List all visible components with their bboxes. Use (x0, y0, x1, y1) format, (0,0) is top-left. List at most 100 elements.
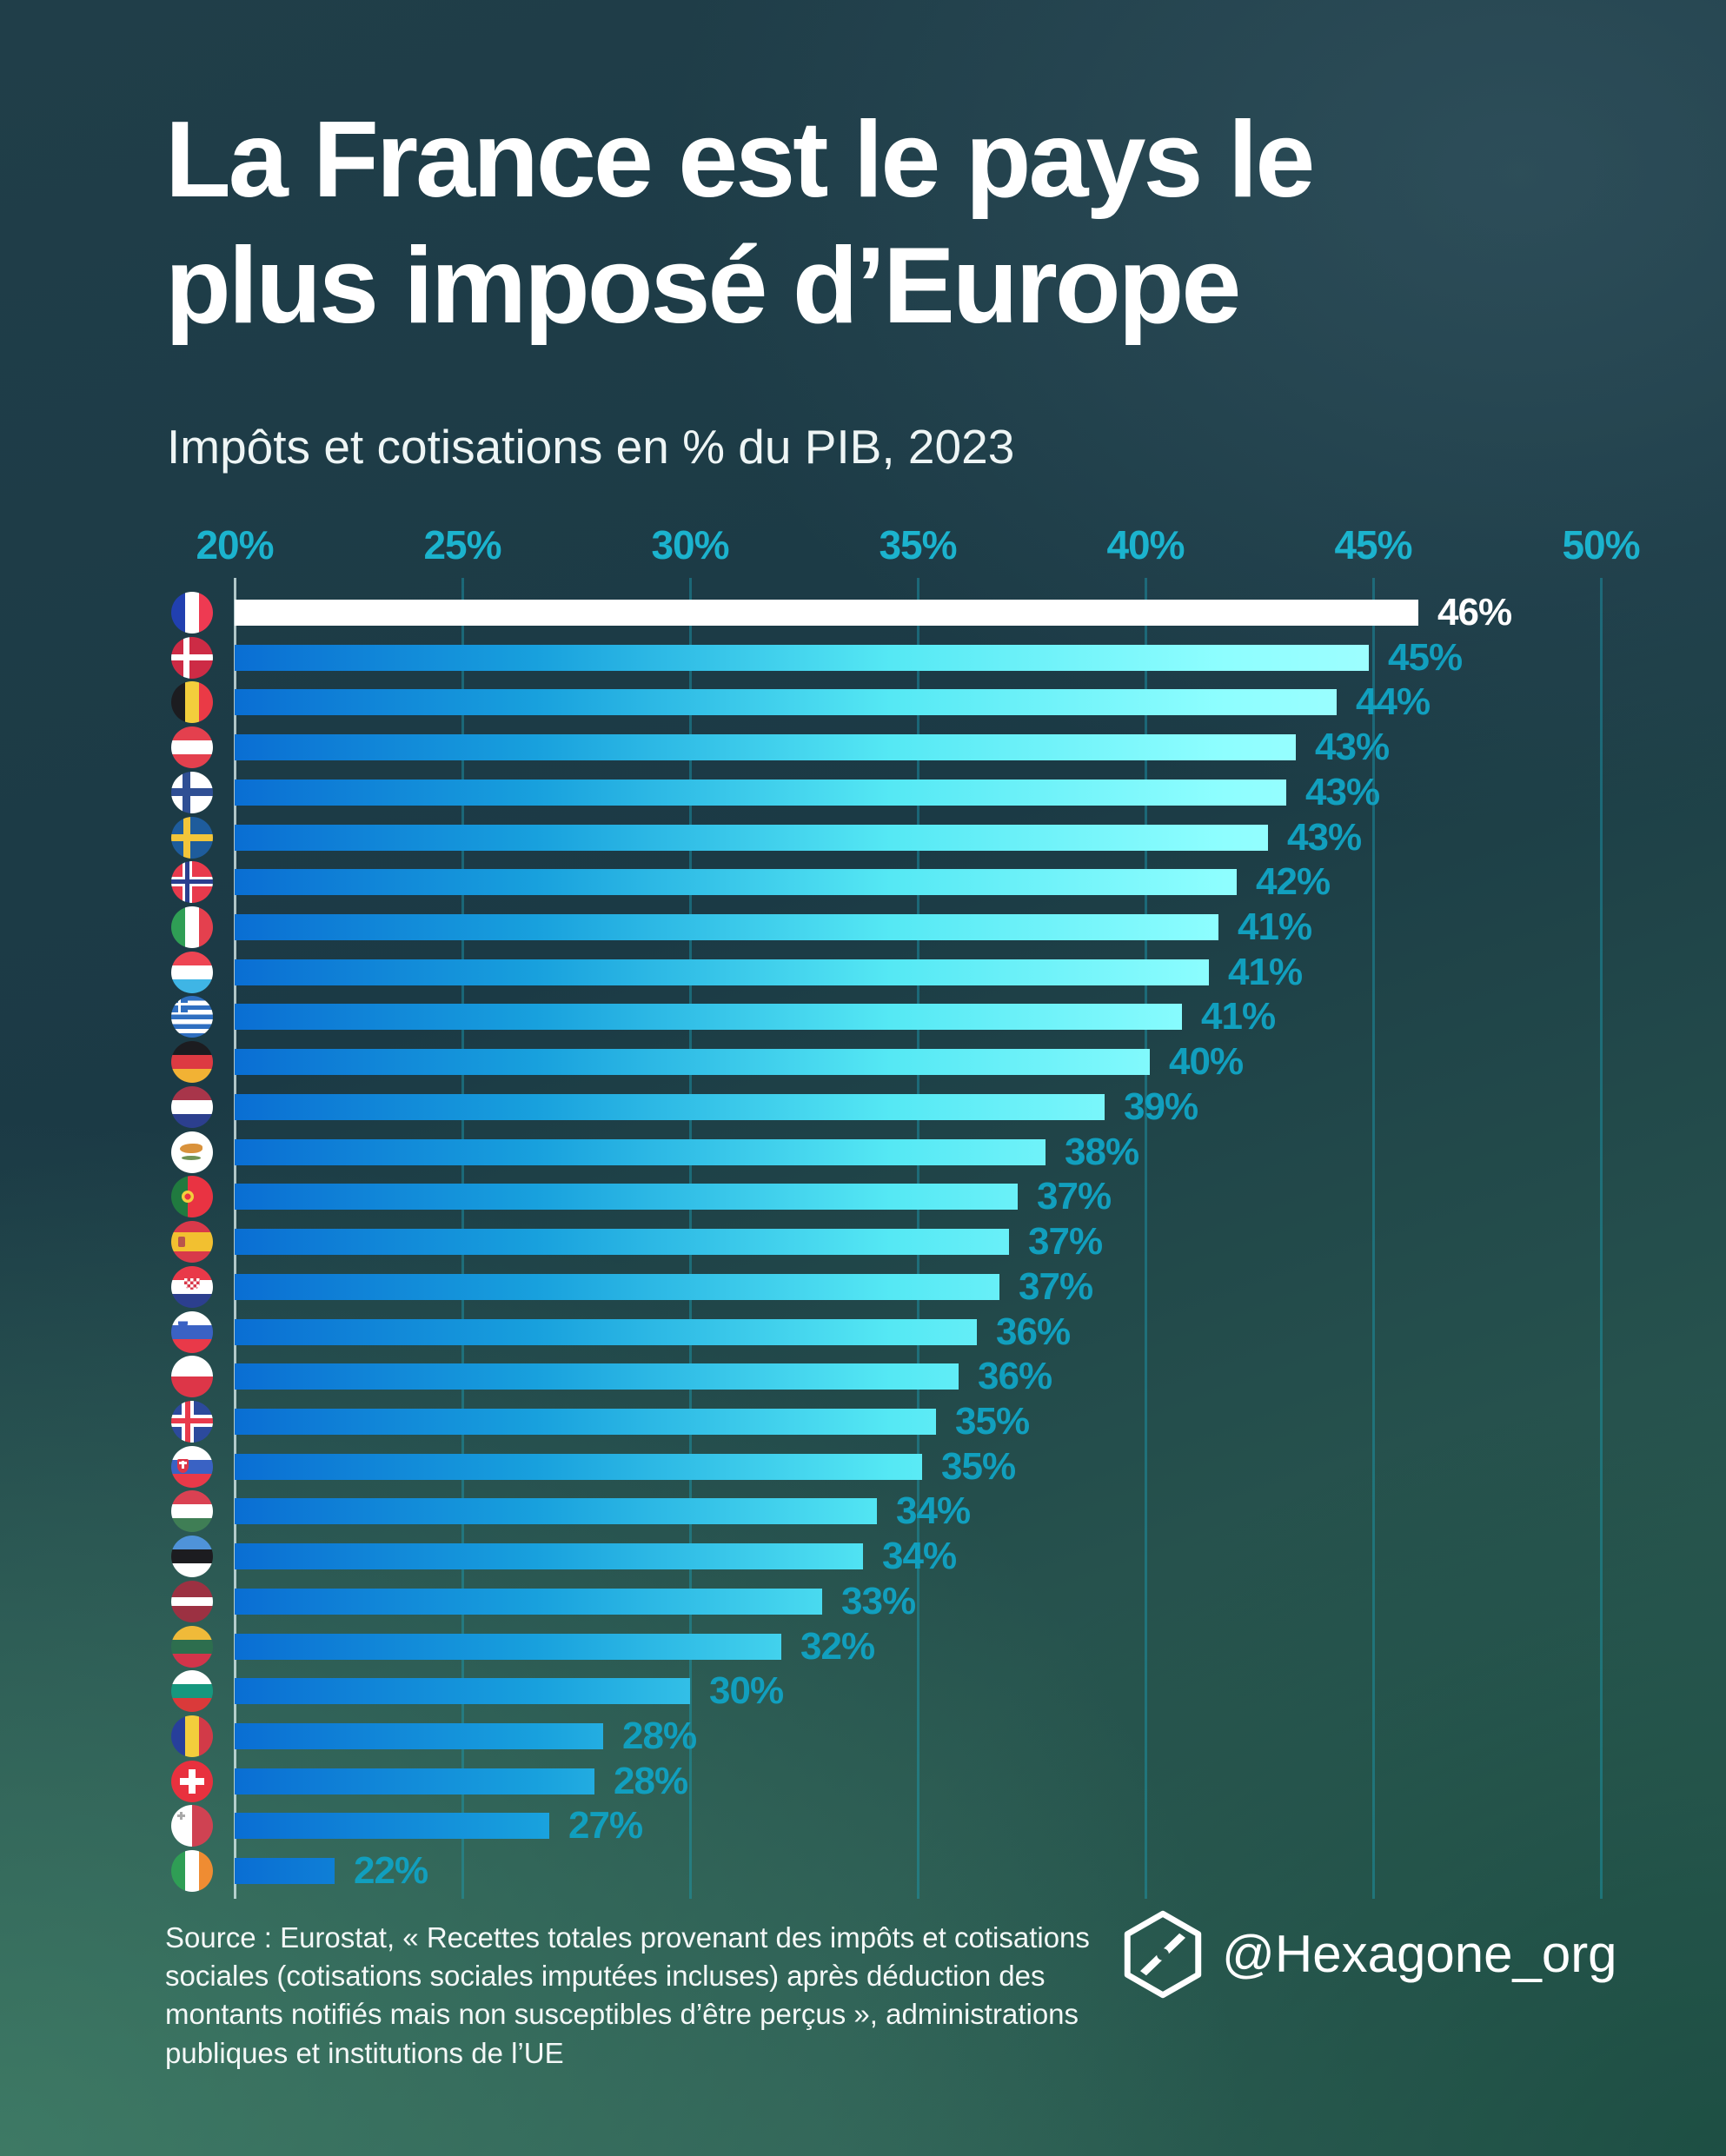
flag-emblem-chypre (180, 1143, 202, 1153)
value-label-lettonie: 33% (841, 1579, 916, 1622)
value-label-slovaquie: 35% (941, 1444, 1016, 1488)
flag-emblem-croatie (184, 1277, 200, 1290)
flag-icon-bulgarie (171, 1670, 213, 1713)
bar-portugal (235, 1184, 1018, 1211)
bar-france (235, 600, 1418, 626)
value-label-suisse: 28% (614, 1759, 688, 1802)
axis-tick-25%: 25% (423, 522, 501, 567)
bar-chypre (235, 1138, 1046, 1165)
flag-icon-portugal (171, 1176, 213, 1218)
bar-norvege (235, 869, 1237, 896)
value-label-allemagne: 40% (1169, 1040, 1244, 1084)
flag-icon-slovaquie (171, 1445, 213, 1488)
bar-allemagne (235, 1049, 1150, 1076)
axis-tick-50%: 50% (1562, 522, 1640, 567)
flag-icon-allemagne (171, 1041, 213, 1084)
value-label-roumanie: 28% (622, 1715, 697, 1757)
flag-icon-norvege (171, 861, 213, 904)
bar-finlande (235, 779, 1286, 806)
bar-pologne (235, 1363, 959, 1390)
flag-emblem-slovaquie (177, 1458, 189, 1473)
bar-grece (235, 1004, 1182, 1031)
flag-emblem-espagne (178, 1237, 185, 1248)
hexagone-logo-icon (1118, 1903, 1208, 2006)
flag-emblem-chypre (182, 1155, 201, 1160)
flag-icon-suede (171, 816, 213, 859)
axis-tick-35%: 35% (879, 522, 957, 567)
flag-icon-croatie (171, 1265, 213, 1308)
social-handle: @Hexagone_org (1222, 1925, 1617, 1983)
value-label-autriche: 43% (1315, 726, 1390, 769)
bar-hongrie (235, 1498, 877, 1525)
bar-lituanie (235, 1633, 781, 1660)
value-label-estonie: 34% (882, 1535, 957, 1578)
value-label-lituanie: 32% (800, 1624, 875, 1668)
value-label-irlande: 22% (354, 1849, 428, 1893)
bar-italie (235, 914, 1218, 941)
value-label-croatie: 37% (1019, 1264, 1093, 1308)
flag-icon-france (171, 592, 213, 634)
axis-tick-45%: 45% (1334, 522, 1412, 567)
flag-emblem-slovenie (178, 1317, 188, 1329)
flag-icon-roumanie (171, 1715, 213, 1757)
flag-icon-autriche (171, 726, 213, 769)
flag-icon-chypre (171, 1131, 213, 1173)
flag-icon-pologne (171, 1356, 213, 1398)
value-label-portugal: 37% (1037, 1175, 1112, 1218)
bar-autriche (235, 734, 1296, 761)
value-label-italie: 41% (1238, 906, 1312, 949)
flag-icon-slovenie (171, 1310, 213, 1353)
bar-irlande (235, 1858, 335, 1885)
value-label-chypre: 38% (1065, 1130, 1139, 1173)
bar-espagne (235, 1229, 1009, 1256)
flag-icon-danemark (171, 636, 213, 679)
flag-icon-malte (171, 1805, 213, 1848)
flag-icon-italie (171, 906, 213, 949)
flag-icon-hongrie (171, 1490, 213, 1533)
flag-icon-finlande (171, 771, 213, 813)
flag-emblem-malte (177, 1812, 185, 1821)
bar-danemark (235, 644, 1369, 671)
value-label-finlande: 43% (1305, 770, 1380, 813)
flag-icon-irlande (171, 1850, 213, 1893)
flag-icon-pays-bas (171, 1085, 213, 1128)
axis-tick-20%: 20% (196, 522, 274, 567)
flag-icon-lituanie (171, 1625, 213, 1668)
value-label-hongrie: 34% (896, 1489, 971, 1533)
value-label-slovenie: 36% (996, 1310, 1071, 1353)
flag-icon-belgique (171, 681, 213, 724)
bar-roumanie (235, 1723, 603, 1749)
flag-icon-islande (171, 1400, 213, 1443)
value-label-islande: 35% (955, 1399, 1030, 1443)
value-label-pays-bas: 39% (1124, 1085, 1198, 1128)
flag-icon-luxembourg (171, 951, 213, 993)
bar-estonie (235, 1543, 863, 1570)
flag-icon-grece (171, 996, 213, 1038)
flag-emblem-portugal (182, 1191, 194, 1204)
value-label-malte: 27% (568, 1804, 643, 1848)
value-label-france: 46% (1437, 591, 1512, 634)
bar-bulgarie (235, 1678, 690, 1705)
flag-icon-espagne (171, 1221, 213, 1264)
value-label-norvege: 42% (1256, 860, 1331, 904)
value-label-suede: 43% (1287, 815, 1362, 859)
bar-croatie (235, 1273, 999, 1300)
bar-suisse (235, 1768, 594, 1794)
value-label-espagne: 37% (1028, 1220, 1103, 1264)
value-label-pologne: 36% (978, 1355, 1052, 1398)
bar-belgique (235, 689, 1337, 716)
flag-icon-estonie (171, 1536, 213, 1578)
axis-tick-30%: 30% (651, 522, 729, 567)
bar-islande (235, 1408, 936, 1435)
bar-malte (235, 1813, 549, 1840)
bar-pays-bas (235, 1093, 1105, 1120)
bar-lettonie (235, 1588, 822, 1615)
page-title: La France est le pays le plus imposé d’E… (165, 100, 1315, 347)
axis-tick-40%: 40% (1106, 522, 1185, 567)
gridline-45% (1371, 578, 1375, 1899)
value-label-danemark: 45% (1388, 635, 1463, 679)
value-label-belgique: 44% (1356, 680, 1431, 724)
page-subtitle: Impôts et cotisations en % du PIB, 2023 (167, 420, 1015, 474)
value-label-bulgarie: 30% (709, 1669, 784, 1713)
